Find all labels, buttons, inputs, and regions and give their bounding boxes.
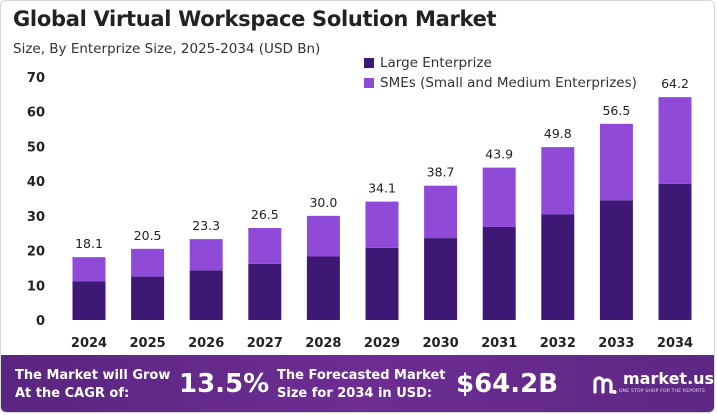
cagr-value: 13.5% xyxy=(179,369,270,399)
x-tick-label: 2026 xyxy=(188,336,224,351)
logo-text: market.us xyxy=(623,369,715,388)
x-tick-label: 2033 xyxy=(598,336,634,351)
forecast-label-line1: The Forecasted Market xyxy=(277,368,446,383)
bar-segment-smes xyxy=(599,123,633,201)
bar-segment-large xyxy=(541,214,575,320)
bar-segment-large xyxy=(482,226,516,320)
x-tick-label: 2025 xyxy=(130,336,166,351)
bar-total-label: 64.2 xyxy=(661,76,689,91)
legend-label-large: Large Enterprize xyxy=(380,55,492,71)
bar-segment-smes xyxy=(365,201,399,248)
legend-item-smes: SMEs (Small and Medium Enterprizes) xyxy=(364,73,637,93)
legend-swatch-smes xyxy=(364,78,374,88)
bar-segment-large xyxy=(131,276,165,320)
chart-title: Global Virtual Workspace Solution Market xyxy=(13,7,497,31)
y-tick-label: 0 xyxy=(36,314,45,329)
cagr-label: The Market will Grow At the CAGR of: xyxy=(15,367,170,403)
chart-legend: Large Enterprize SMEs (Small and Medium … xyxy=(364,53,637,93)
chart-subtitle: Size, By Enterprize Size, 2025-2034 (USD… xyxy=(13,41,321,57)
y-tick-label: 40 xyxy=(27,175,45,190)
legend-item-large: Large Enterprize xyxy=(364,53,637,73)
bar-total-label: 18.1 xyxy=(75,236,103,251)
bar-segment-smes xyxy=(189,239,223,271)
bar-segment-large xyxy=(248,263,282,320)
x-tick-label: 2028 xyxy=(305,336,341,351)
logo-tagline: ONE STOP SHOP FOR THE REPORTS xyxy=(619,389,705,394)
bar-chart: 01020304050607018.1202420.5202523.320262… xyxy=(27,71,693,351)
y-tick-label: 20 xyxy=(27,245,45,260)
bar-segment-large xyxy=(599,200,633,320)
bar-total-label: 23.3 xyxy=(192,218,220,233)
bar-segment-smes xyxy=(306,215,340,257)
cagr-label-line1: The Market will Grow xyxy=(15,368,171,383)
bar-segment-large xyxy=(365,247,399,320)
bar-segment-large xyxy=(72,281,106,320)
bar-total-label: 49.8 xyxy=(544,126,572,141)
bar-segment-smes xyxy=(424,185,458,239)
footer-banner: The Market will Grow At the CAGR of: 13.… xyxy=(1,355,715,412)
y-tick-label: 30 xyxy=(27,210,45,225)
bar-segment-smes xyxy=(131,248,165,277)
bar-total-label: 38.7 xyxy=(427,165,455,180)
bar-segment-large xyxy=(658,183,692,320)
bar-segment-smes xyxy=(248,228,282,264)
x-tick-label: 2029 xyxy=(364,336,400,351)
bar-total-label: 26.5 xyxy=(251,207,279,222)
legend-swatch-large xyxy=(364,58,374,68)
bar-segment-large xyxy=(306,256,340,320)
bar-segment-large xyxy=(189,270,223,320)
x-tick-label: 2030 xyxy=(423,336,459,351)
forecast-label-line2: Size for 2034 in USD: xyxy=(277,386,433,401)
bar-segment-smes xyxy=(541,147,575,215)
cagr-label-line2: At the CAGR of: xyxy=(15,386,130,401)
market-us-logo-icon xyxy=(593,376,617,394)
bar-total-label: 20.5 xyxy=(134,228,162,243)
bar-total-label: 34.1 xyxy=(368,181,396,196)
forecast-label: The Forecasted Market Size for 2034 in U… xyxy=(277,367,446,403)
bar-total-label: 56.5 xyxy=(602,103,630,118)
x-tick-label: 2032 xyxy=(540,336,576,351)
bar-segment-smes xyxy=(72,257,106,282)
y-tick-label: 50 xyxy=(27,140,45,155)
bar-total-label: 30.0 xyxy=(309,195,337,210)
bar-segment-smes xyxy=(658,97,692,184)
x-tick-label: 2027 xyxy=(247,336,283,351)
x-tick-label: 2024 xyxy=(71,336,107,351)
y-tick-label: 60 xyxy=(27,106,45,121)
bar-segment-smes xyxy=(482,167,516,227)
legend-label-smes: SMEs (Small and Medium Enterprizes) xyxy=(380,75,637,91)
bar-total-label: 43.9 xyxy=(485,147,513,162)
x-tick-label: 2034 xyxy=(657,336,693,351)
x-tick-label: 2031 xyxy=(481,336,517,351)
forecast-value: $64.2B xyxy=(456,369,559,399)
y-tick-label: 70 xyxy=(27,71,45,86)
bar-segment-large xyxy=(424,238,458,320)
y-tick-label: 10 xyxy=(27,279,45,294)
